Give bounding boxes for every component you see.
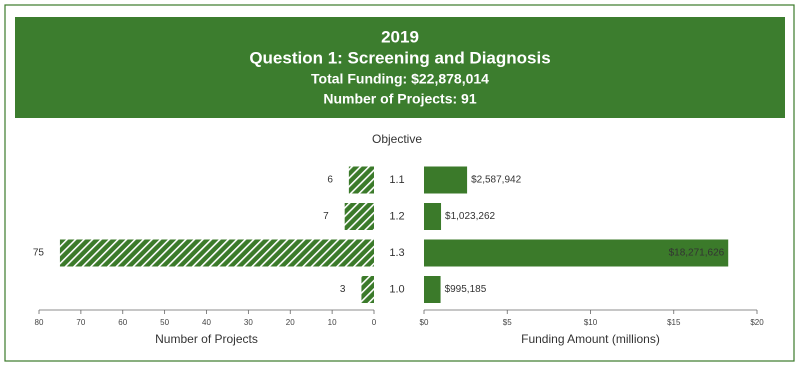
year: 2019 [381, 27, 419, 46]
x-tick-label: $10 [584, 318, 598, 327]
category: 1.0 [389, 283, 404, 295]
x-tick-label: $5 [503, 318, 512, 327]
x-tick-label: $20 [750, 318, 764, 327]
header-box [15, 17, 785, 118]
value-label: $1,023,262 [445, 211, 495, 222]
value-label: 75 [33, 248, 45, 259]
x-tick-label: 30 [244, 318, 253, 327]
bar [348, 166, 374, 194]
axis-title: Number of Projects [155, 332, 258, 346]
bar [424, 239, 729, 267]
x-tick-label: $15 [667, 318, 681, 327]
x-tick-label: 80 [35, 318, 44, 327]
x-tick-label: 10 [328, 318, 337, 327]
category: 1.1 [389, 174, 404, 186]
bar [424, 276, 441, 303]
value-label: $995,185 [445, 284, 487, 295]
category: 1.2 [389, 210, 404, 222]
value-label: 3 [340, 284, 346, 295]
value-label: 6 [327, 175, 333, 186]
bar [59, 239, 374, 267]
bar [361, 276, 374, 303]
bar [344, 203, 374, 230]
total-funding: Total Funding: $22,878,014 [311, 71, 489, 87]
value-label: $18,271,626 [669, 248, 725, 259]
bar [424, 203, 442, 230]
x-tick-label: 0 [372, 318, 377, 327]
title: Question 1: Screening and Diagnosis [249, 48, 550, 67]
project-count: Number of Projects: 91 [323, 91, 476, 107]
x-tick-label: 60 [118, 318, 127, 327]
axis-title: Funding Amount (millions) [521, 332, 660, 346]
value-label: 7 [323, 211, 329, 222]
category-label: Objective [372, 132, 422, 146]
value-label: $2,587,942 [471, 175, 521, 186]
x-tick-label: $0 [420, 318, 429, 327]
category: 1.3 [389, 247, 404, 259]
frame [4, 4, 795, 362]
x-tick-label: 40 [202, 318, 211, 327]
x-tick-label: 20 [286, 318, 295, 327]
x-tick-label: 70 [76, 318, 85, 327]
x-tick-label: 50 [160, 318, 169, 327]
bar [424, 166, 468, 194]
